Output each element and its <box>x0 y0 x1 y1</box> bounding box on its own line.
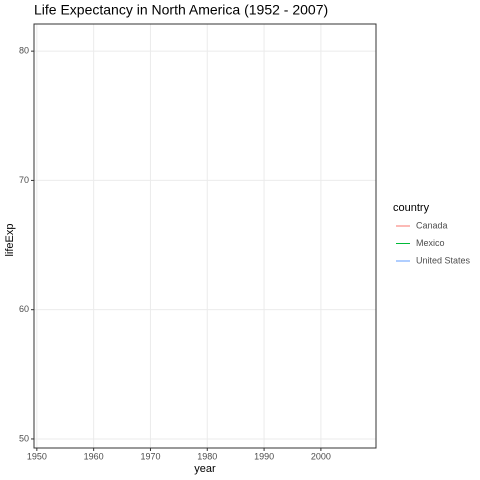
x-tick-label: 1990 <box>254 451 274 461</box>
legend-label: Canada <box>416 220 448 230</box>
plot-panel <box>34 24 376 448</box>
x-axis-label: year <box>194 463 216 475</box>
y-tick-label: 80 <box>19 46 29 56</box>
x-tick-label: 2000 <box>311 451 331 461</box>
y-axis-label: lifeExp <box>4 223 16 256</box>
legend-title: country <box>393 202 430 214</box>
y-tick-label: 70 <box>19 175 29 185</box>
x-tick-label: 1960 <box>84 451 104 461</box>
x-tick-label: 1950 <box>27 451 47 461</box>
legend-label: Mexico <box>416 238 445 248</box>
x-tick-label: 1980 <box>197 451 217 461</box>
chart-title: Life Expectancy in North America (1952 -… <box>34 2 328 18</box>
y-tick-label: 60 <box>19 304 29 314</box>
panel-border <box>33 23 377 449</box>
legend-label: United States <box>416 255 471 265</box>
x-tick-label: 1970 <box>140 451 160 461</box>
y-tick-label: 50 <box>19 433 29 443</box>
